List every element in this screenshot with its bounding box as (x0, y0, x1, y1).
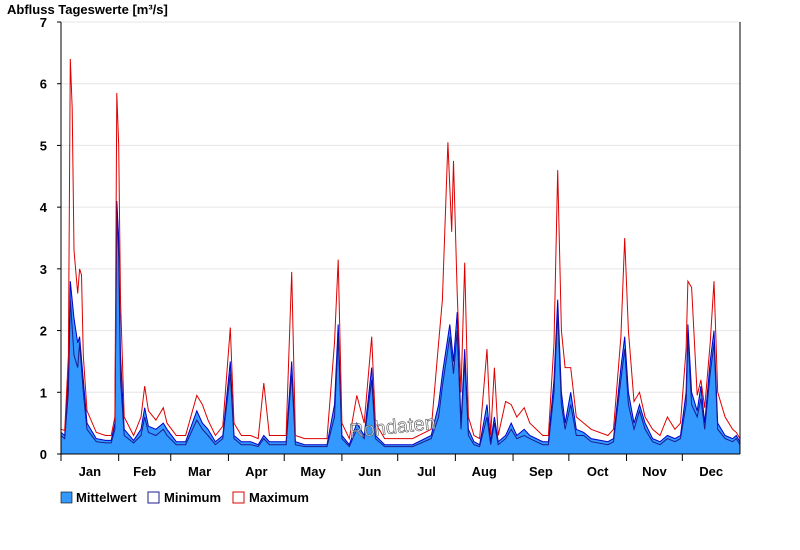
y-tick-label-4: 4 (40, 200, 48, 215)
x-tick-label-Aug: Aug (472, 464, 497, 479)
x-tick-label-Mar: Mar (188, 464, 211, 479)
y-tick-label-3: 3 (40, 262, 47, 277)
legend-label-mittelwert: Mittelwert (76, 490, 137, 505)
legend-swatch-minimum (147, 491, 160, 504)
x-tick-label-Nov: Nov (642, 464, 667, 479)
x-tick-label-Jan: Jan (79, 464, 101, 479)
month-ticks (60, 454, 683, 461)
legend: Mittelwert Minimum Maximum (60, 490, 309, 505)
x-tick-label-Jun: Jun (358, 464, 381, 479)
legend-label-minimum: Minimum (164, 490, 221, 505)
x-tick-label-Apr: Apr (245, 464, 267, 479)
x-tick-label-Sep: Sep (529, 464, 553, 479)
y-tick-label-2: 2 (40, 324, 47, 339)
y-tick-label-6: 6 (40, 77, 47, 92)
axes (60, 22, 741, 455)
legend-label-maximum: Maximum (249, 490, 309, 505)
legend-swatch-mittelwert (60, 491, 73, 504)
chart-title: Abfluss Tageswerte [m³/s] (7, 2, 168, 17)
series-mittelwert-area (61, 201, 740, 454)
grid-lines (57, 21, 740, 455)
x-tick-label-Jul: Jul (417, 464, 436, 479)
series-minimum-line (60, 213, 741, 448)
y-tick-labels: 0 1 2 3 4 5 6 7 (40, 15, 48, 462)
x-tick-labels: Jan Feb Mar Apr May Jun Jul Aug Sep Oct Nov Dec (79, 464, 723, 479)
x-tick-label-Feb: Feb (133, 464, 156, 479)
y-tick-label-0: 0 (40, 447, 47, 462)
x-tick-label-Oct: Oct (587, 464, 609, 479)
legend-swatch-maximum (232, 491, 245, 504)
y-tick-label-7: 7 (40, 15, 47, 30)
y-tick-label-1: 1 (40, 385, 47, 400)
x-tick-label-May: May (300, 464, 326, 479)
y-tick-label-5: 5 (40, 138, 47, 153)
series-mittelwert-line (60, 200, 741, 446)
series-maximum-line (60, 58, 741, 441)
x-tick-label-Dec: Dec (699, 464, 723, 479)
